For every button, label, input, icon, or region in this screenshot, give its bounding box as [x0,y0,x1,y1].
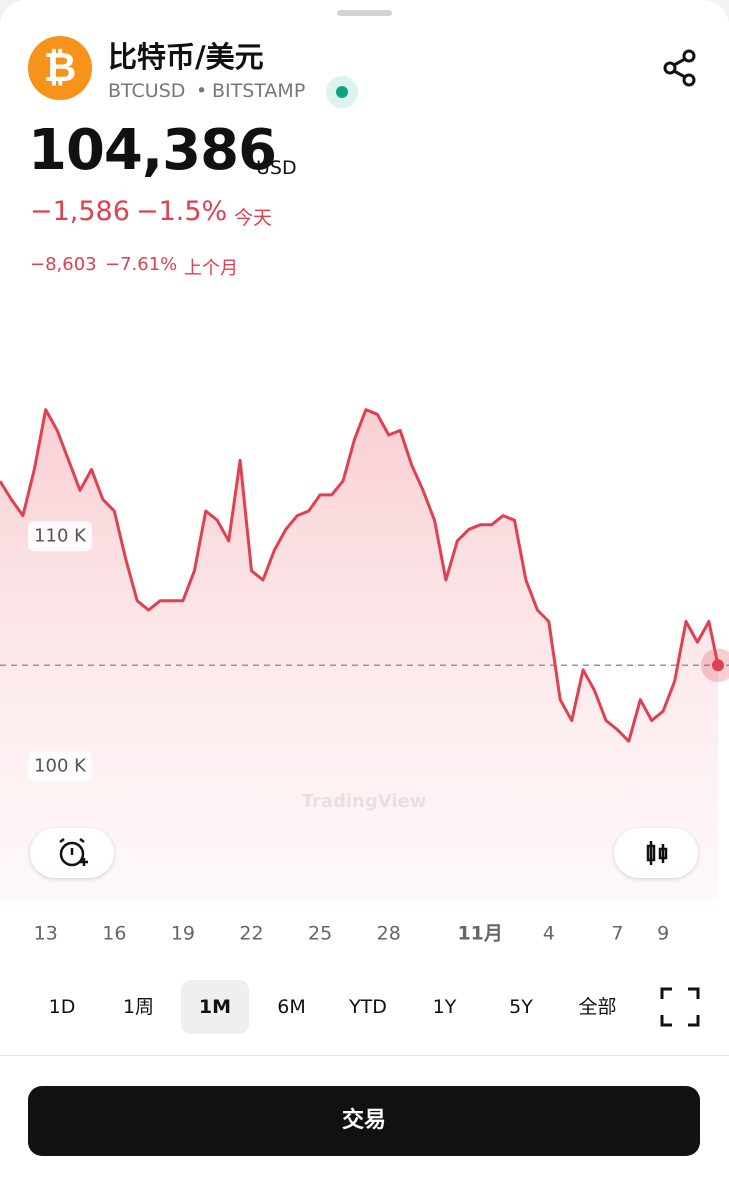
month-period: 上个月 [184,258,238,279]
fullscreen-icon[interactable] [660,987,700,1027]
range-tab[interactable]: 全部 [578,996,617,1018]
x-tick-label: 7 [611,923,623,945]
y-tick-label: 100 K [34,755,87,776]
range-tab[interactable]: 1Y [432,996,457,1018]
x-tick-label: 28 [377,923,401,945]
grabber [337,10,392,16]
x-tick-label: 19 [171,923,195,945]
symbol: BTCUSD [108,80,186,102]
price: 104,386 [28,118,277,183]
x-tick-label: 13 [34,923,58,945]
range-tab[interactable]: 1周 [122,996,155,1018]
trade-button[interactable]: 交易 [28,1086,700,1156]
last-price-dot [712,659,724,672]
y-tick-label-bg [28,751,92,782]
change: −1,586 [30,196,130,227]
chart-style-button[interactable] [614,828,698,878]
alert-icon [59,838,88,867]
y-tick-label: 110 K [34,525,87,546]
area-fill [0,409,718,900]
x-tick-label: 22 [239,923,263,945]
x-tick-label: 16 [102,923,126,945]
month-change-pct: −7.61% [105,254,178,275]
divider [0,1055,729,1056]
range-tab[interactable]: 1D [48,996,76,1018]
currency: USD [256,157,297,179]
candle-icon [646,841,668,865]
share-icon[interactable] [660,48,700,88]
range-tab[interactable]: YTD [349,996,387,1018]
month-change: −8,603 [30,254,97,275]
pair-title: 比特币/美元 [108,40,264,74]
status-badge [326,76,358,108]
range-tab[interactable]: 5Y [509,996,533,1018]
change-pct: −1.5% [136,196,228,227]
x-tick-label: 11月 [457,923,502,945]
separator: • [196,80,208,102]
price-line [0,408,720,743]
exchange: BITSTAMP [212,80,306,102]
x-tick-label: 4 [543,923,555,945]
x-tick-label: 25 [308,923,332,945]
range-tab[interactable]: 1M [181,980,249,1034]
coin-icon: ₿ [28,36,92,100]
alert-button[interactable] [30,828,114,878]
change-period: 今天 [234,207,273,229]
x-tick-label: 9 [657,923,669,945]
y-tick-label-bg [28,521,92,552]
range-tab[interactable]: 6M [277,996,306,1018]
